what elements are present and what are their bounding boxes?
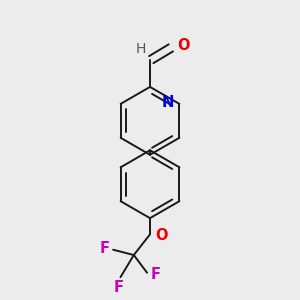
Text: F: F (151, 267, 160, 282)
Text: O: O (155, 228, 168, 243)
Text: O: O (177, 38, 190, 53)
Text: N: N (162, 95, 174, 110)
Text: F: F (100, 241, 110, 256)
Text: F: F (114, 280, 124, 295)
Text: H: H (135, 42, 146, 56)
